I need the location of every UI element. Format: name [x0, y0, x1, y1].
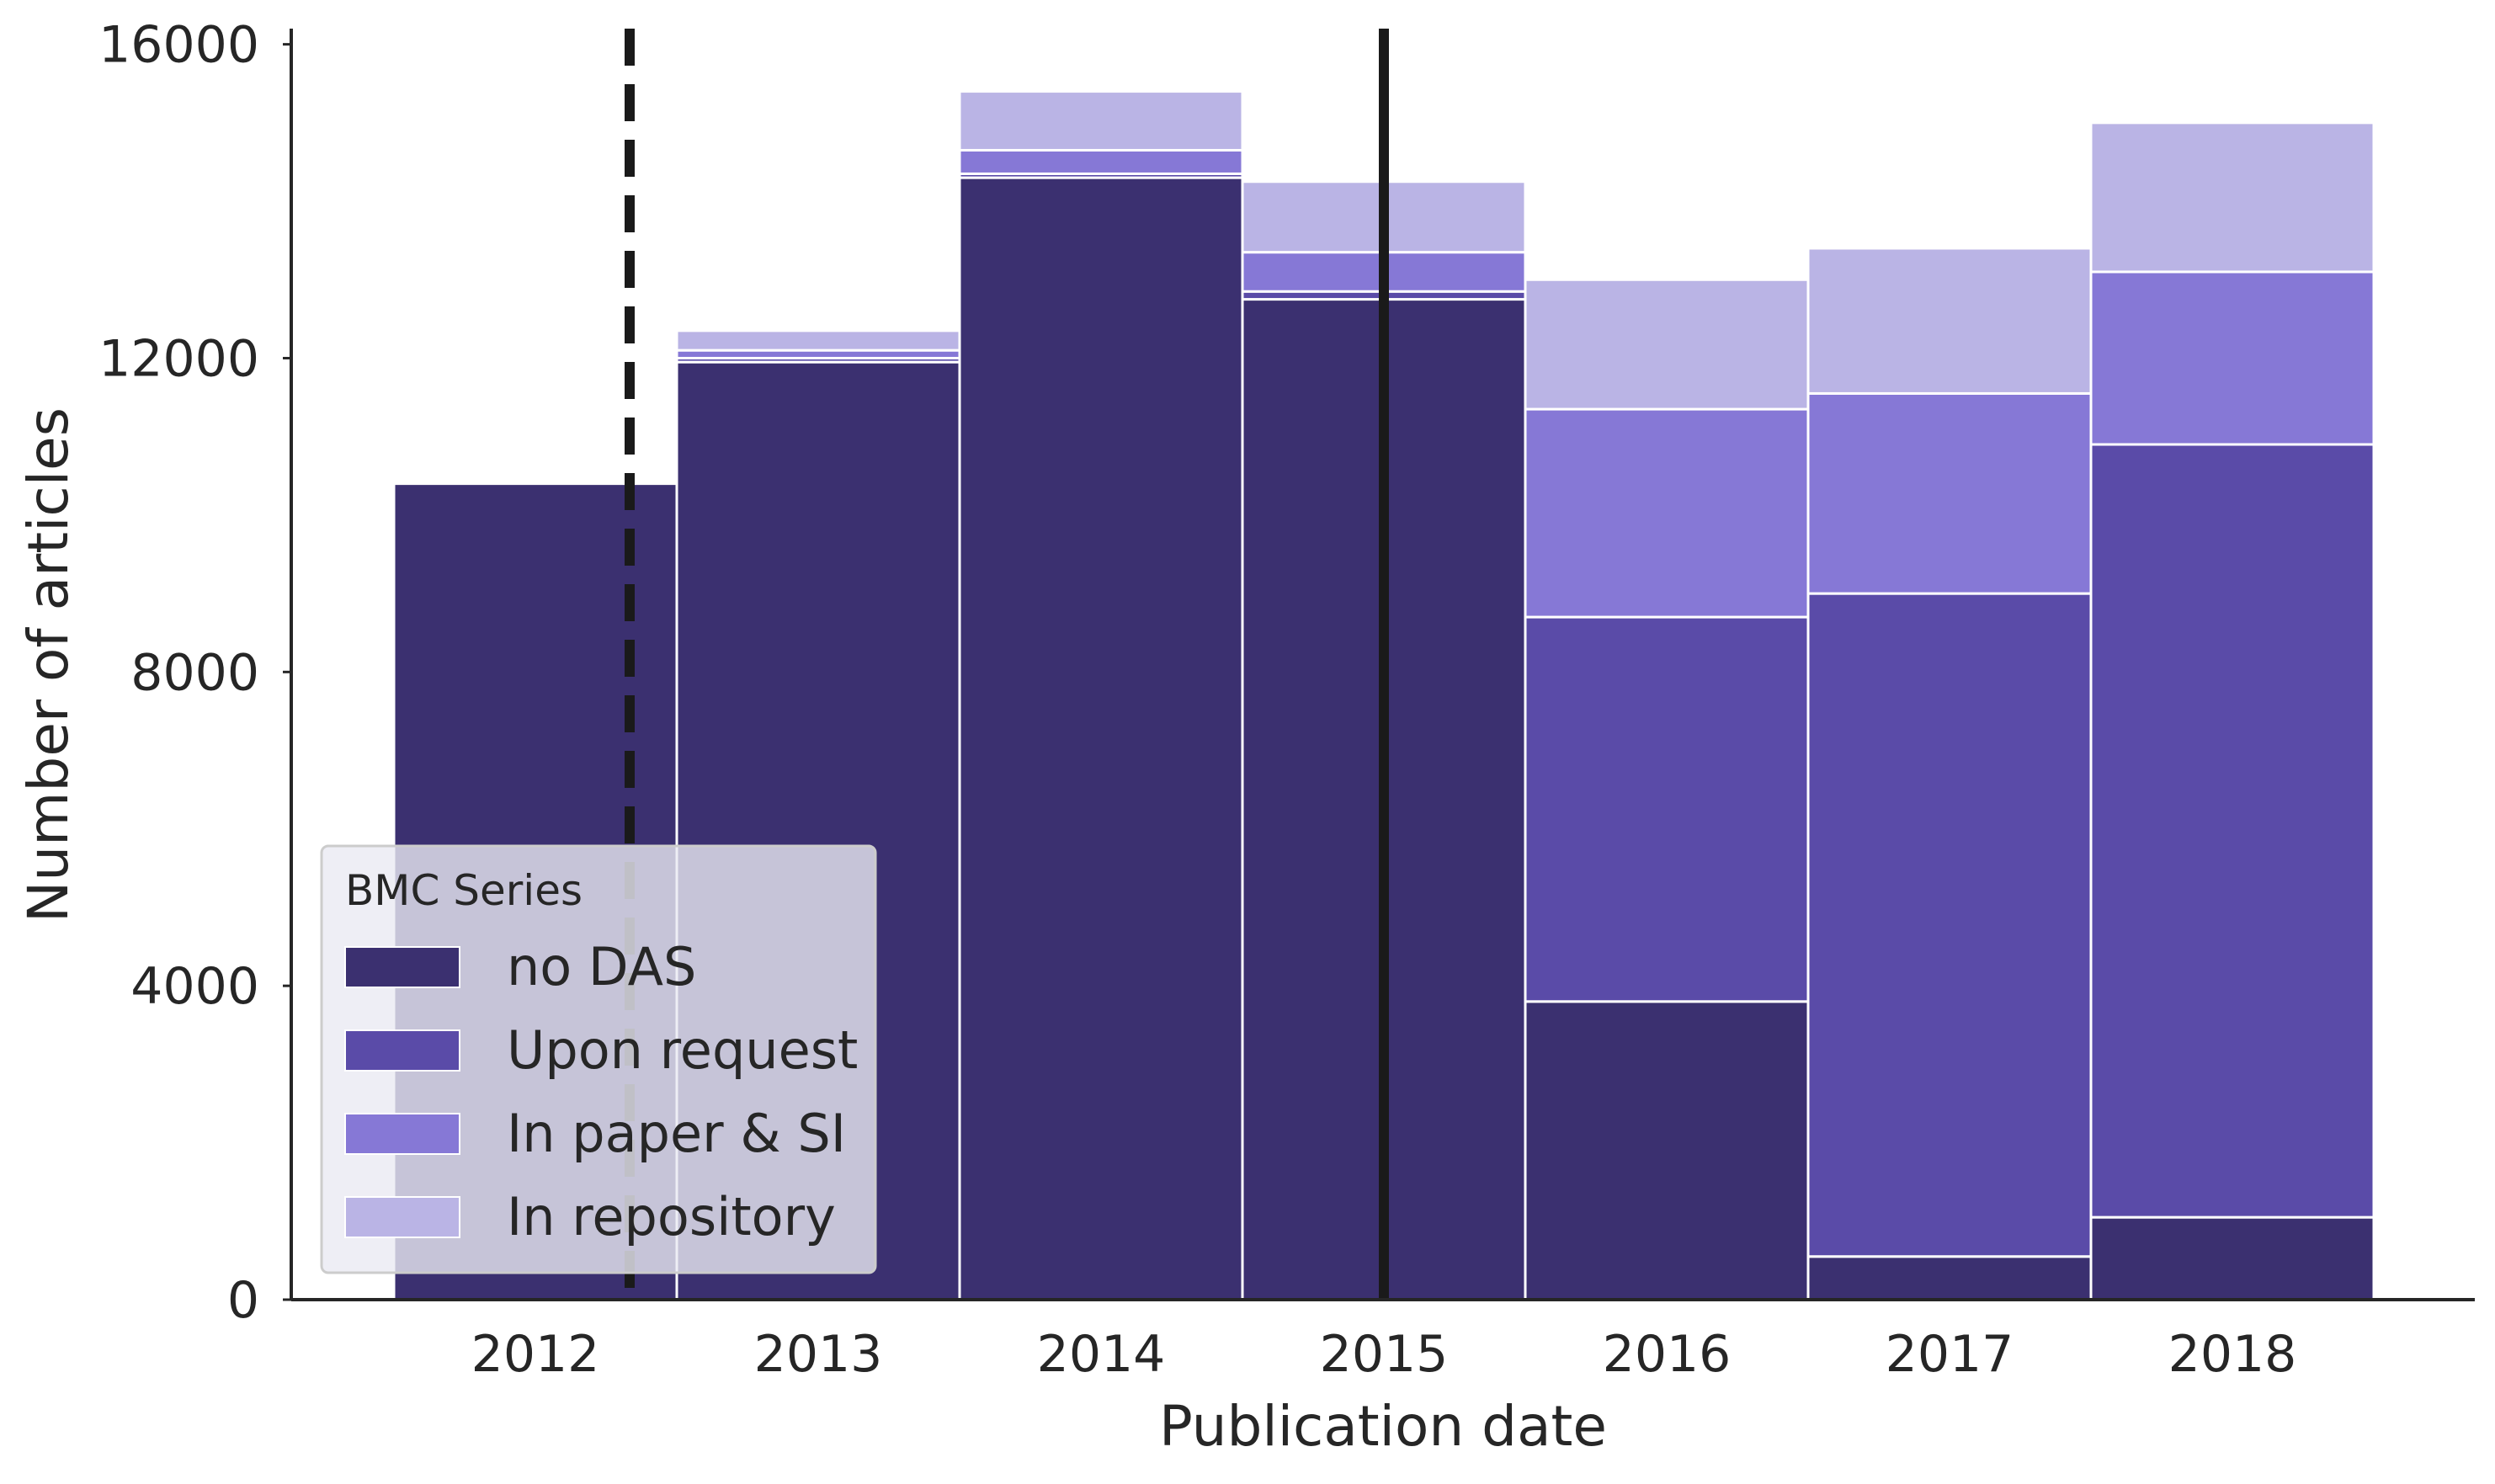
x-tick-label: 2012 [471, 1325, 600, 1384]
legend-label: In paper & SI [507, 1103, 846, 1164]
bar-2016-in-paper-si [1524, 407, 1810, 619]
bar-2014-in-paper-si [958, 148, 1244, 175]
x-tick-label: 2018 [2168, 1325, 2297, 1384]
bar-2014-in-repository [958, 90, 1244, 152]
legend-swatch-no-das [344, 946, 460, 988]
legend-swatch-in-paper-si [344, 1113, 460, 1155]
bar-2018-in-paper-si [2089, 270, 2375, 446]
bar-2017-in-repository [1806, 247, 2093, 395]
y-tick-label: 16000 [98, 16, 259, 75]
legend: BMC Series no DAS Upon request In paper & … [320, 844, 877, 1274]
y-axis-label: Number of articles [16, 407, 81, 923]
legend-label: no DAS [507, 936, 696, 997]
bar-2013-in-repository [675, 329, 961, 352]
y-tick-label: 12000 [98, 329, 259, 388]
bar-2017-no-das [1806, 1255, 2093, 1301]
bar-2017-upon-request [1806, 592, 2093, 1258]
bar-2018-no-das [2089, 1215, 2375, 1301]
legend-title: BMC Series [345, 866, 583, 915]
legend-swatch-upon-request [344, 1029, 460, 1072]
legend-items: no DAS Upon request In paper & SI In reposi… [344, 936, 858, 1247]
bar-2018-upon-request [2089, 443, 2375, 1219]
x-tick-label: 2013 [754, 1325, 883, 1384]
legend-label: In repository [507, 1186, 836, 1247]
bar-2016-upon-request [1524, 615, 1810, 1003]
legend-label: Upon request [507, 1019, 858, 1081]
x-tick-label: 2014 [1037, 1325, 1166, 1384]
x-tick-label: 2015 [1320, 1325, 1449, 1384]
x-axis-label: Publication date [1159, 1394, 1607, 1459]
x-tick-label: 2017 [1886, 1325, 2014, 1384]
bar-2016-no-das [1524, 1000, 1810, 1301]
bar-2016-in-repository [1524, 278, 1810, 411]
bar-2017-in-paper-si [1806, 391, 2093, 595]
y-tick-label: 8000 [130, 643, 259, 702]
bar-2014-no-das [958, 176, 1244, 1301]
x-tick-labels: 2012 2013 2014 2015 2016 2017 2018 [471, 1325, 2297, 1384]
legend-swatch-in-repository [344, 1196, 460, 1238]
x-tick-label: 2016 [1603, 1325, 1732, 1384]
bar-2018-in-repository [2089, 121, 2375, 274]
y-tick-labels: 0 4000 8000 12000 16000 [98, 16, 291, 1330]
y-tick-label: 4000 [130, 957, 259, 1016]
y-tick-label: 0 [227, 1271, 259, 1330]
